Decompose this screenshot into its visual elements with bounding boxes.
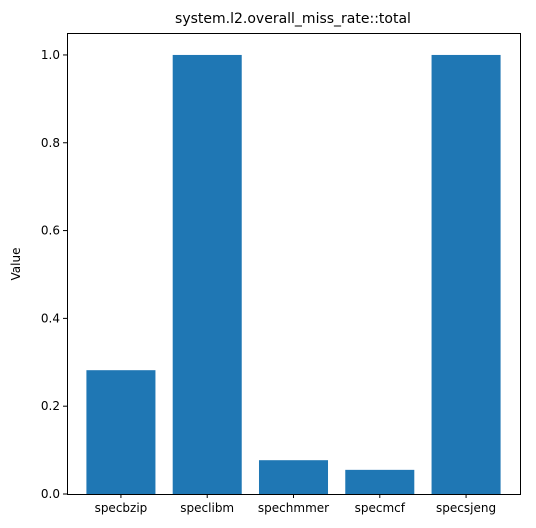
bars-group	[86, 54, 501, 494]
x-tick-label: specmcf	[355, 501, 406, 515]
y-tick-label: 0.8	[41, 136, 60, 150]
y-tick-label: 0.0	[41, 487, 60, 501]
y-tick-label: 1.0	[41, 48, 60, 62]
bar-specsjeng	[431, 54, 501, 494]
chart-title: system.l2.overall_miss_rate::total	[175, 11, 411, 27]
y-tick-label: 0.6	[41, 224, 60, 238]
y-axis-label: Value	[9, 248, 23, 281]
bar-specbzip	[86, 370, 156, 494]
bar-specmcf	[345, 469, 415, 494]
y-axis-ticks: 0.0 0.2 0.4 0.6 0.8 1.0	[41, 48, 67, 501]
bar-spechmmer	[258, 460, 329, 494]
x-tick-label: spechmmer	[258, 501, 329, 515]
y-tick-label: 0.2	[41, 399, 60, 413]
y-tick-label: 0.4	[41, 311, 60, 325]
bar-speclibm	[172, 54, 242, 494]
x-tick-label: speclibm	[180, 501, 234, 515]
x-tick-label: specsjeng	[436, 501, 496, 515]
plot-frame	[67, 33, 521, 495]
x-tick-label: specbzip	[95, 501, 148, 515]
x-axis-ticks: specbzip speclibm spechmmer specmcf specsjen…	[95, 494, 496, 515]
